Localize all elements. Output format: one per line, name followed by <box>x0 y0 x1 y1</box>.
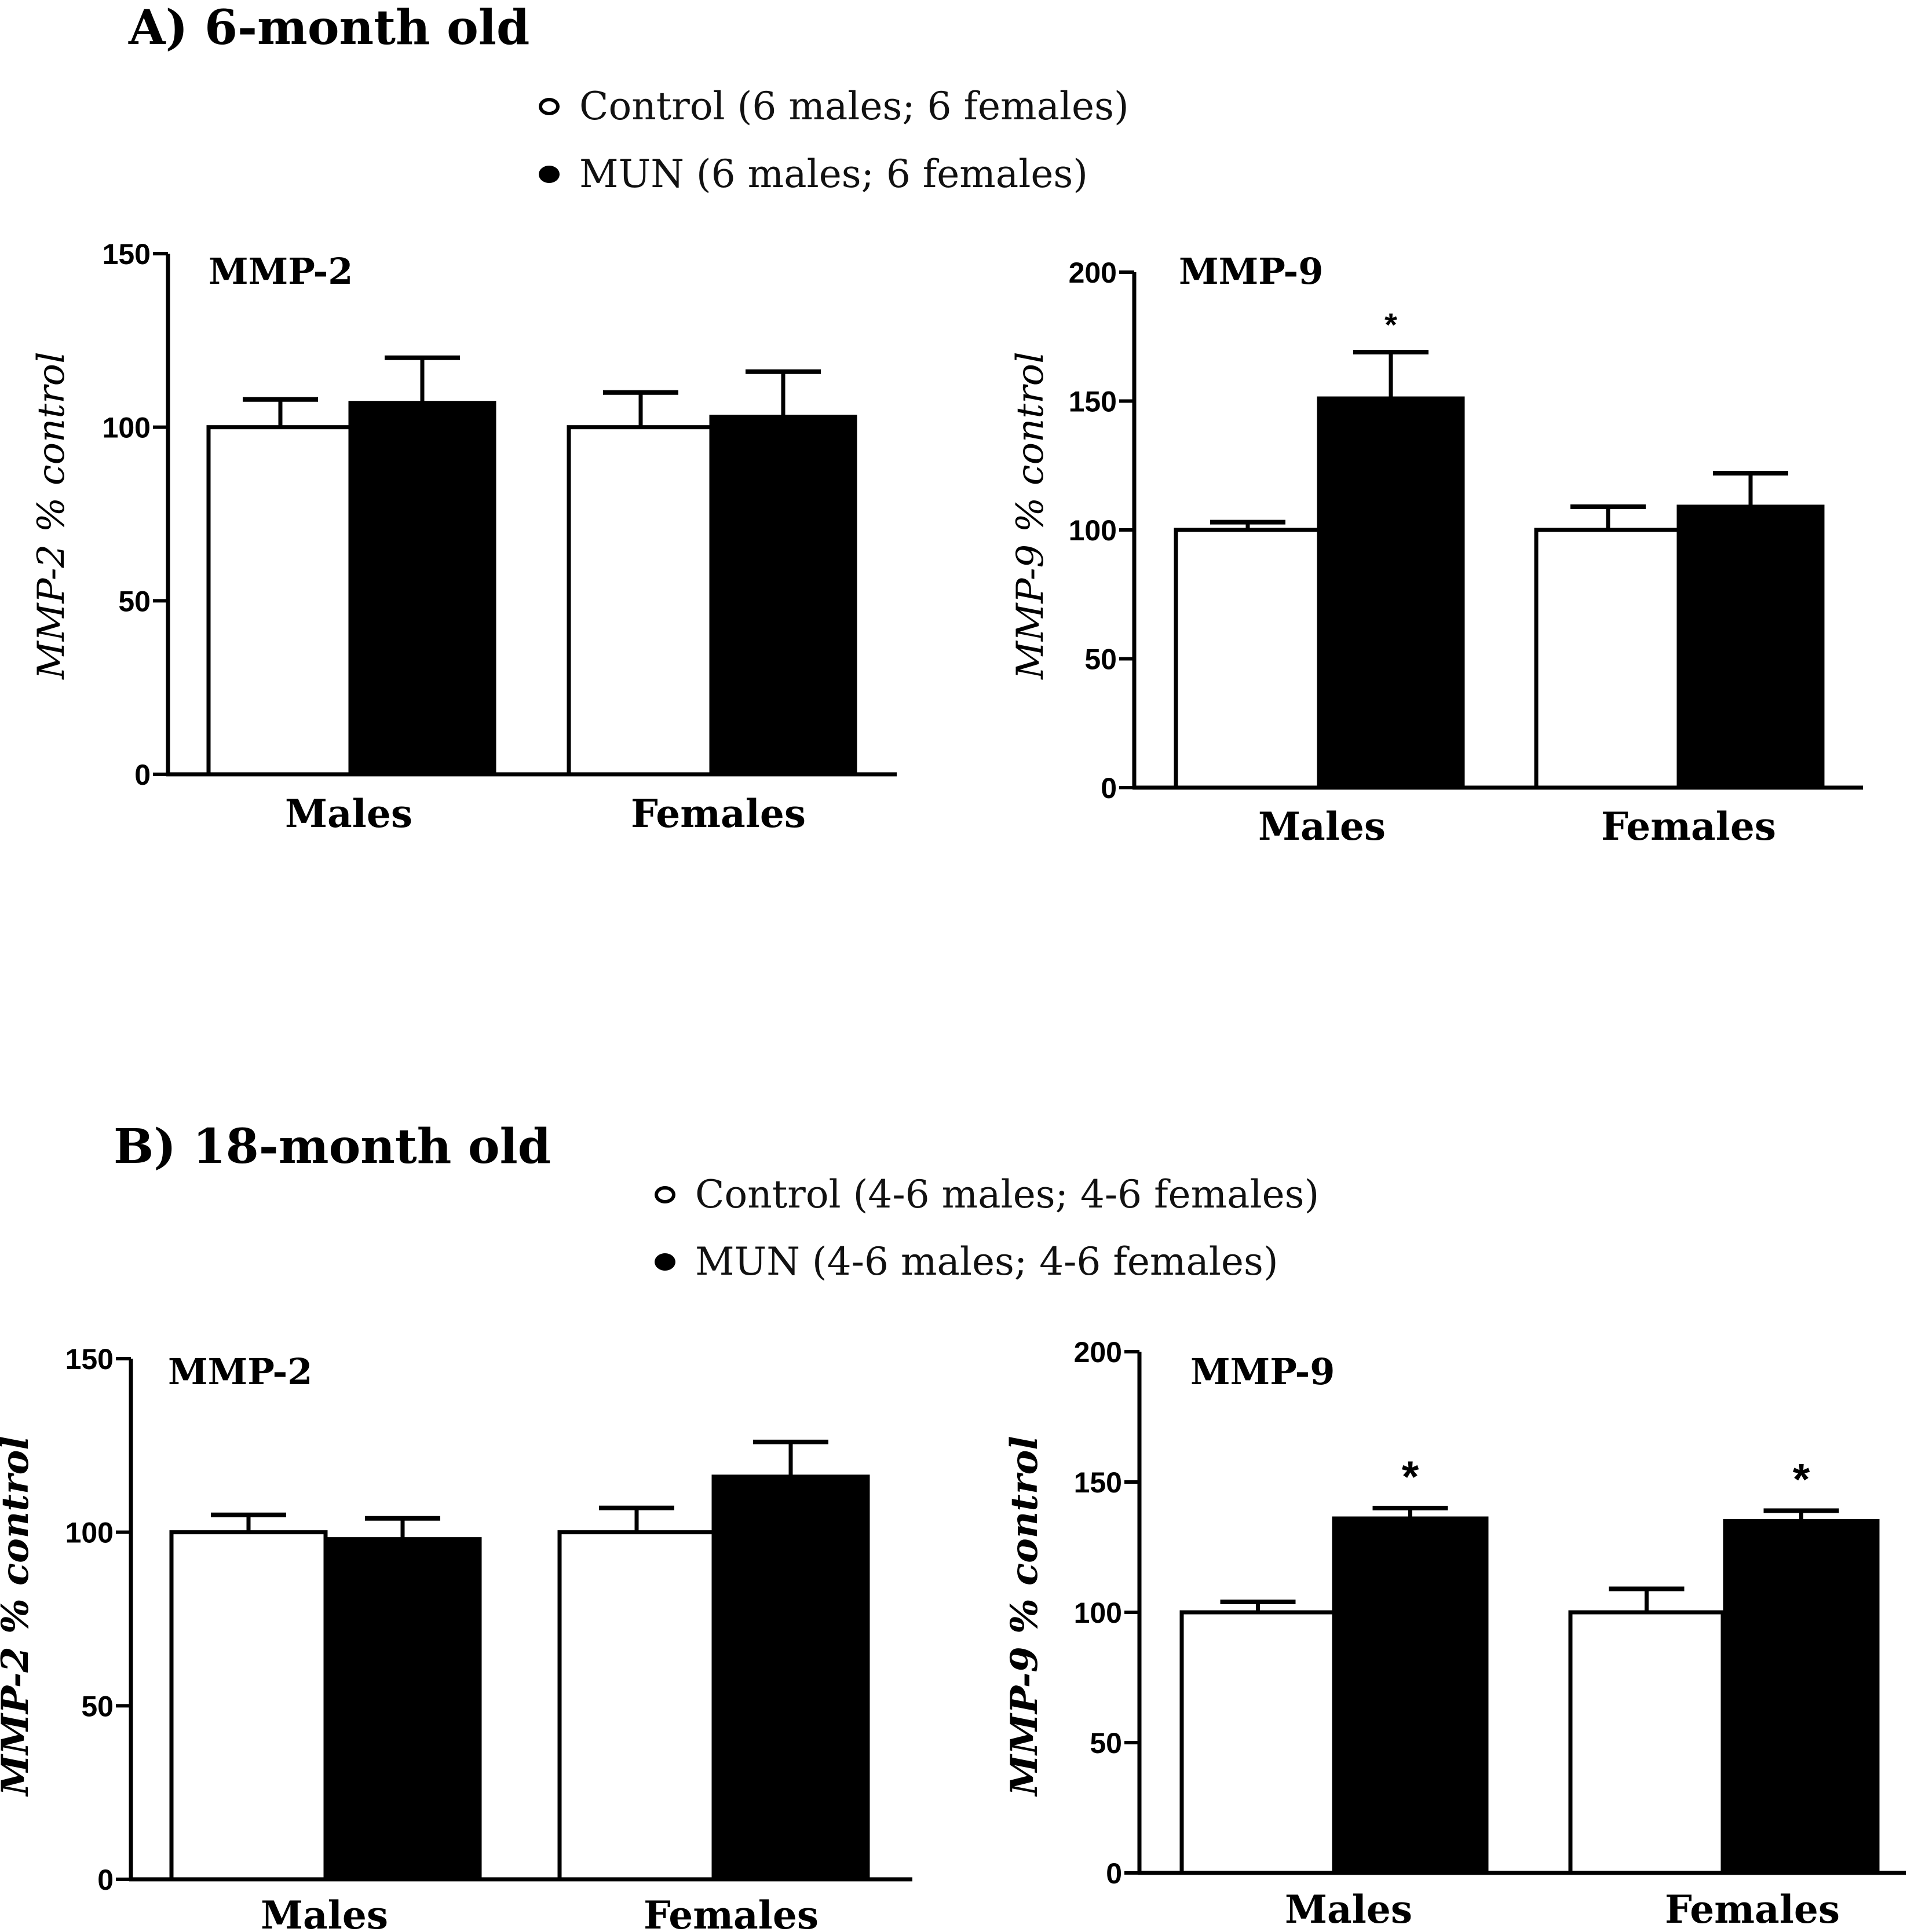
bar-mun-males <box>1332 1516 1489 1875</box>
chart-title: MMP-2 <box>209 250 353 292</box>
significance-star: * <box>1402 1452 1419 1502</box>
panel-b-title: B) 18-month old <box>114 1119 551 1174</box>
y-tick-label: 150 <box>103 238 151 270</box>
y-tick-label: 200 <box>1069 257 1117 289</box>
panel-a-title: A) 6-month old <box>129 0 530 56</box>
x-category-label: Males <box>1285 1887 1412 1932</box>
x-category-label: Males <box>1258 804 1386 849</box>
a-mmp9-chart: 0 50 100 150 200 MMP-9 % control MMP-9 * Males Fe… <box>1009 250 1863 849</box>
x-category-label: Males <box>261 1893 388 1932</box>
bar-control-females <box>557 1530 716 1882</box>
significance-star: * <box>1793 1455 1810 1505</box>
y-tick-label: 50 <box>81 1690 114 1722</box>
significance-star: * <box>1384 306 1397 343</box>
bar-control-males <box>1179 1610 1336 1875</box>
chart-title: MMP-2 <box>168 1351 312 1393</box>
bar-control-females <box>1568 1610 1725 1875</box>
bar-control-males <box>169 1530 328 1882</box>
bar-mun-females <box>1723 1519 1880 1875</box>
bar-mun-males <box>1317 396 1465 790</box>
y-tick-label: 100 <box>1069 514 1117 547</box>
b-mmp9-chart: 0 50 100 150 200 MMP-9 % control MMP-9 * Males * F… <box>1003 1336 1906 1932</box>
panel-a-legend-control: Control (6 males; 6 females) <box>539 84 1129 129</box>
x-category-label: Females <box>631 791 806 836</box>
y-tick-label: 0 <box>1106 1857 1122 1890</box>
chart-title: MMP-9 <box>1179 250 1323 292</box>
y-tick-label: 0 <box>1101 772 1117 804</box>
y-axis-label: MMP-9 % control <box>1003 1436 1046 1796</box>
y-tick-label: 150 <box>65 1343 114 1375</box>
bar-control-females <box>1534 528 1682 790</box>
y-axis-label: MMP-9 % control <box>1009 352 1052 679</box>
y-tick-label: 50 <box>1084 643 1117 676</box>
y-tick-label: 0 <box>134 759 151 791</box>
panel-b-legend-control: Control (4-6 males; 4-6 females) <box>655 1172 1319 1217</box>
y-tick-label: 150 <box>1069 386 1117 418</box>
panel-a-legend-mun: MUN (6 males; 6 females) <box>539 152 1088 196</box>
y-tick-label: 200 <box>1074 1336 1122 1368</box>
x-category-label: Females <box>1665 1887 1840 1932</box>
y-tick-label: 100 <box>65 1517 114 1549</box>
bar-mun-females <box>1676 504 1825 790</box>
bar-mun-males <box>323 1537 482 1882</box>
bar-mun-females <box>709 415 857 777</box>
a-mmp2-chart: 0 50 100 150 MMP-2 % control MMP-2 Males Female… <box>30 238 897 836</box>
legend-label: MUN (4-6 males; 4-6 females) <box>695 1239 1278 1284</box>
open-circle-icon <box>655 1185 675 1203</box>
open-circle-icon <box>539 97 560 115</box>
y-tick-label: 150 <box>1074 1466 1122 1499</box>
bar-control-males <box>206 425 355 777</box>
bar-mun-males <box>348 401 496 777</box>
filled-circle-icon <box>539 165 560 183</box>
y-axis-label: MMP-2 % control <box>0 1436 37 1796</box>
chart-title: MMP-9 <box>1190 1351 1335 1393</box>
legend-label: Control (6 males; 6 females) <box>579 84 1129 129</box>
x-category-label: Males <box>285 791 412 836</box>
x-category-label: Females <box>644 1893 819 1932</box>
y-tick-label: 0 <box>97 1864 114 1896</box>
legend-label: Control (4-6 males; 4-6 females) <box>695 1172 1320 1217</box>
bar-mun-females <box>711 1474 870 1882</box>
panel-b-legend-mun: MUN (4-6 males; 4-6 females) <box>655 1239 1278 1284</box>
y-tick-label: 100 <box>1074 1597 1122 1629</box>
y-tick-label: 50 <box>1090 1727 1122 1759</box>
legend-label: MUN (6 males; 6 females) <box>579 152 1088 196</box>
filled-circle-icon <box>655 1253 675 1271</box>
y-tick-label: 50 <box>118 585 151 617</box>
y-tick-label: 100 <box>103 412 151 444</box>
b-mmp2-chart: 0 50 100 150 MMP-2 % control MMP-2 Males Female… <box>0 1343 912 1932</box>
x-category-label: Females <box>1601 804 1776 849</box>
bar-control-females <box>567 425 715 777</box>
bar-control-males <box>1174 528 1322 790</box>
y-axis-label: MMP-2 % control <box>30 352 73 679</box>
